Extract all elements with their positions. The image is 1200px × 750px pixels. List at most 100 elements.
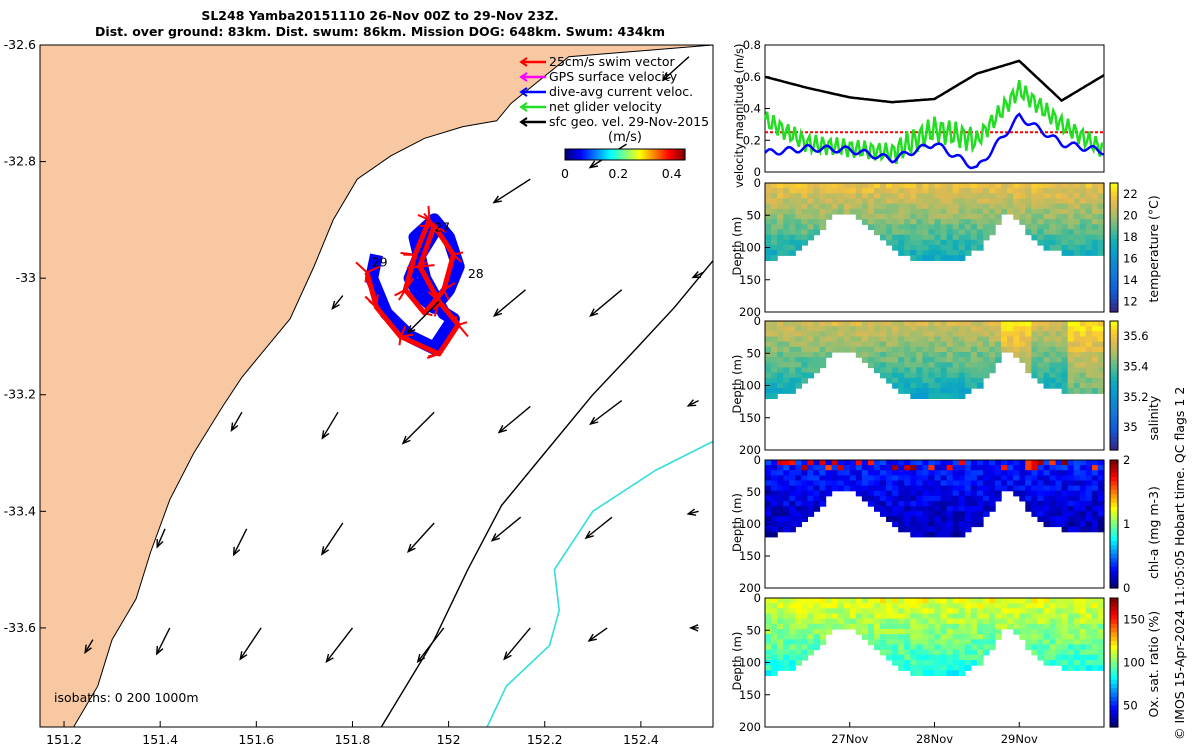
- section-cell: [1079, 475, 1087, 482]
- colorbar-cell: [669, 149, 672, 160]
- section-cell: [771, 460, 778, 466]
- section-cell: [874, 495, 881, 502]
- section-cell: [940, 331, 948, 338]
- section-cell: [813, 183, 821, 189]
- section-cell: [1091, 639, 1099, 646]
- section-cell: [1067, 336, 1075, 343]
- section-cell: [1031, 490, 1039, 497]
- section-cell: [819, 341, 827, 348]
- section-cell: [1037, 608, 1045, 615]
- section-cell: [1085, 516, 1093, 522]
- section-cell: [964, 521, 972, 528]
- section-cell: [765, 239, 772, 246]
- section-cell: [916, 649, 923, 656]
- section-cell: [795, 357, 802, 363]
- section-cell: [813, 613, 821, 620]
- day-label-27: 27: [434, 220, 450, 235]
- section-cell: [807, 623, 815, 630]
- section-cell: [928, 183, 936, 189]
- colorbar-cell: [665, 149, 668, 160]
- section-cell: [898, 229, 905, 236]
- section-cell: [777, 465, 784, 471]
- section-cell: [1055, 521, 1063, 528]
- section-cell: [892, 234, 899, 241]
- section-cell: [964, 485, 972, 492]
- section-cell: [922, 244, 930, 251]
- section-cell: [916, 214, 923, 220]
- section-cell: [1055, 234, 1063, 241]
- section-cell: [1055, 495, 1063, 502]
- section-cell: [777, 495, 784, 502]
- section-cell: [1091, 618, 1099, 625]
- section-cell: [861, 480, 869, 487]
- section-cell: [964, 603, 972, 609]
- section-cell: [1049, 362, 1057, 369]
- section-cell: [892, 183, 899, 189]
- section-cell: [777, 521, 784, 528]
- section-cell: [771, 603, 778, 609]
- section-cell: [813, 623, 821, 630]
- section-cell: [928, 531, 936, 538]
- section-cell: [1079, 603, 1087, 609]
- section-cell: [928, 639, 936, 646]
- section-cell: [801, 495, 808, 502]
- section-cell: [1085, 613, 1093, 620]
- section-cell: [765, 367, 772, 374]
- section-cell: [886, 193, 893, 200]
- section-cell: [910, 382, 917, 389]
- section-cell: [1079, 623, 1087, 630]
- map-y-tick-label: -33.6: [4, 620, 36, 635]
- section-cell: [1085, 521, 1093, 528]
- section-cell: [964, 377, 972, 384]
- section-cell: [928, 521, 936, 528]
- section-cell: [1067, 239, 1075, 246]
- section-cell: [982, 357, 990, 363]
- section-cell: [789, 460, 796, 466]
- section-cell: [1085, 367, 1093, 374]
- section-cell: [916, 331, 923, 338]
- section-cell: [880, 634, 887, 640]
- section-cell: [867, 183, 875, 189]
- section-cell: [946, 485, 954, 492]
- section-cell: [1037, 326, 1045, 332]
- section-cell: [892, 598, 899, 604]
- section-colorbar-cell: [1110, 441, 1118, 447]
- section-cell: [922, 188, 930, 194]
- section-cell: [771, 393, 778, 399]
- section-cell: [874, 219, 881, 225]
- section-cell: [958, 193, 966, 200]
- section-cell: [940, 531, 948, 538]
- section-cell: [1097, 203, 1105, 210]
- section-cell: [946, 634, 954, 640]
- section-cell: [880, 608, 887, 615]
- section-cell: [982, 495, 990, 502]
- section-cell: [976, 188, 984, 194]
- section-cell: [910, 495, 917, 502]
- section-cell: [874, 629, 881, 635]
- section-cell: [934, 208, 942, 215]
- section-cell: [1037, 460, 1045, 466]
- section-cell: [795, 495, 802, 502]
- section-cell: [904, 495, 911, 502]
- section-cell: [892, 475, 899, 482]
- section-cell: [777, 659, 784, 666]
- section-cell: [880, 629, 887, 635]
- section-cell: [855, 198, 863, 205]
- section-cell: [922, 377, 930, 384]
- section-cell: [940, 501, 948, 507]
- section-cell: [934, 623, 942, 630]
- section-cell: [855, 336, 863, 343]
- section-cell: [940, 229, 948, 236]
- section-cell: [1091, 193, 1099, 200]
- section-cell: [1073, 654, 1081, 661]
- section-colorbar-cell: [1110, 498, 1118, 504]
- section-cell: [964, 239, 972, 246]
- section-cell: [789, 465, 796, 471]
- section-cell: [1043, 501, 1051, 507]
- section-cell: [831, 613, 839, 620]
- section-cell: [843, 598, 851, 604]
- section-cell: [916, 372, 923, 379]
- section-cell: [874, 326, 881, 332]
- section-cell: [916, 501, 923, 507]
- section-cell: [807, 629, 815, 635]
